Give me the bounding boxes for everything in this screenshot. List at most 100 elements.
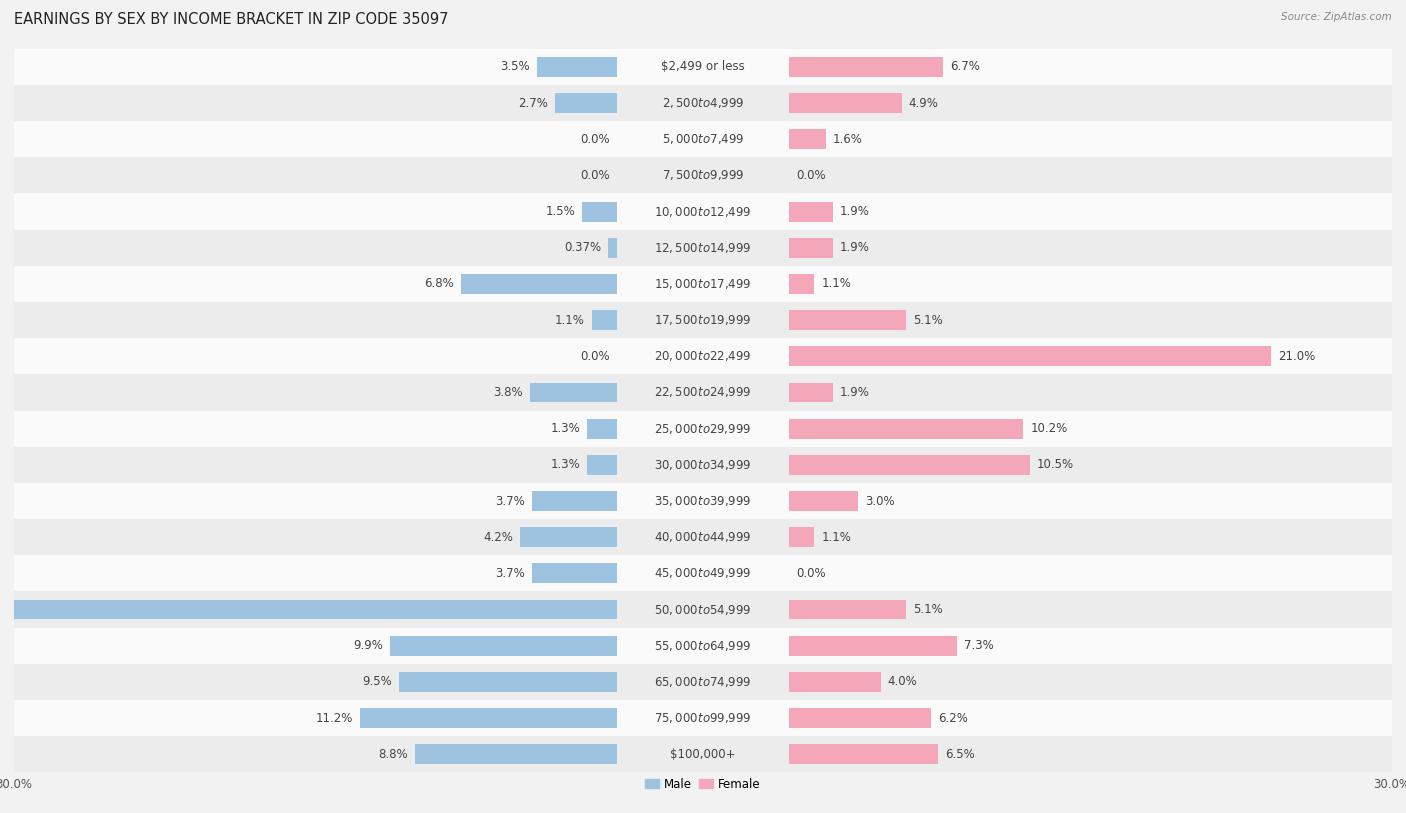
Bar	[789, 238, 832, 258]
Text: 1.9%: 1.9%	[839, 386, 869, 399]
Text: 1.1%: 1.1%	[821, 277, 851, 290]
Text: 3.8%: 3.8%	[494, 386, 523, 399]
Text: 4.0%: 4.0%	[887, 676, 918, 689]
Bar	[789, 274, 814, 293]
Bar	[789, 383, 832, 402]
Text: 1.3%: 1.3%	[550, 459, 581, 472]
Bar	[14, 302, 1392, 338]
Bar	[14, 49, 1392, 85]
Bar	[14, 121, 1392, 157]
Text: $25,000 to $29,999: $25,000 to $29,999	[654, 422, 752, 436]
Text: 8.8%: 8.8%	[378, 748, 408, 761]
Bar	[537, 57, 617, 76]
Bar	[789, 202, 832, 221]
Text: 1.1%: 1.1%	[555, 314, 585, 327]
Text: 5.1%: 5.1%	[912, 603, 943, 616]
Text: 9.9%: 9.9%	[353, 639, 382, 652]
Bar	[789, 311, 907, 330]
Text: 10.2%: 10.2%	[1031, 422, 1067, 435]
Text: 1.9%: 1.9%	[839, 241, 869, 254]
Bar	[14, 374, 1392, 411]
Text: 1.9%: 1.9%	[839, 205, 869, 218]
Bar	[14, 736, 1392, 772]
Text: 5.1%: 5.1%	[912, 314, 943, 327]
Bar	[588, 455, 617, 475]
Text: 0.37%: 0.37%	[564, 241, 602, 254]
Bar	[789, 672, 882, 692]
Bar	[14, 338, 1392, 374]
Bar	[14, 411, 1392, 446]
Text: $20,000 to $22,499: $20,000 to $22,499	[654, 350, 752, 363]
Bar	[399, 672, 617, 692]
Text: $5,000 to $7,499: $5,000 to $7,499	[662, 133, 744, 146]
Bar	[14, 591, 1392, 628]
Text: $17,500 to $19,999: $17,500 to $19,999	[654, 313, 752, 327]
Text: 6.5%: 6.5%	[945, 748, 974, 761]
Text: 0.0%: 0.0%	[796, 169, 825, 182]
Bar	[14, 85, 1392, 121]
Text: $75,000 to $99,999: $75,000 to $99,999	[654, 711, 752, 725]
Bar	[531, 563, 617, 583]
Bar	[789, 57, 943, 76]
Text: $2,499 or less: $2,499 or less	[661, 60, 745, 73]
Bar	[14, 483, 1392, 519]
Bar	[14, 193, 1392, 229]
Bar	[531, 491, 617, 511]
Bar	[530, 383, 617, 402]
Text: Source: ZipAtlas.com: Source: ZipAtlas.com	[1281, 12, 1392, 22]
Text: 0.0%: 0.0%	[581, 350, 610, 363]
Bar	[789, 528, 814, 547]
Text: 6.2%: 6.2%	[938, 711, 969, 724]
Text: 0.0%: 0.0%	[581, 169, 610, 182]
Bar	[789, 600, 907, 620]
Bar	[415, 745, 617, 764]
Bar	[588, 419, 617, 438]
Text: EARNINGS BY SEX BY INCOME BRACKET IN ZIP CODE 35097: EARNINGS BY SEX BY INCOME BRACKET IN ZIP…	[14, 12, 449, 27]
Bar	[14, 157, 1392, 193]
Text: 11.2%: 11.2%	[315, 711, 353, 724]
Text: $50,000 to $54,999: $50,000 to $54,999	[654, 602, 752, 616]
Bar	[582, 202, 617, 221]
Text: 6.8%: 6.8%	[425, 277, 454, 290]
Text: $7,500 to $9,999: $7,500 to $9,999	[662, 168, 744, 182]
Bar	[14, 663, 1392, 700]
Text: 10.5%: 10.5%	[1038, 459, 1074, 472]
Bar	[14, 446, 1392, 483]
Bar	[592, 311, 617, 330]
Bar	[389, 636, 617, 655]
Bar	[520, 528, 617, 547]
Bar	[789, 745, 938, 764]
Bar	[609, 238, 617, 258]
Text: 3.0%: 3.0%	[865, 494, 894, 507]
Bar	[789, 455, 1031, 475]
Bar	[555, 93, 617, 113]
Text: 2.7%: 2.7%	[519, 97, 548, 110]
Text: $10,000 to $12,499: $10,000 to $12,499	[654, 205, 752, 219]
Text: 4.9%: 4.9%	[908, 97, 938, 110]
Text: 3.7%: 3.7%	[495, 494, 524, 507]
Bar	[14, 519, 1392, 555]
Text: $55,000 to $64,999: $55,000 to $64,999	[654, 639, 752, 653]
Bar	[789, 93, 901, 113]
Text: 3.7%: 3.7%	[495, 567, 524, 580]
Bar	[789, 419, 1024, 438]
Text: $2,500 to $4,999: $2,500 to $4,999	[662, 96, 744, 110]
Text: 1.6%: 1.6%	[832, 133, 863, 146]
Text: $22,500 to $24,999: $22,500 to $24,999	[654, 385, 752, 399]
Text: 6.7%: 6.7%	[950, 60, 980, 73]
Text: $30,000 to $34,999: $30,000 to $34,999	[654, 458, 752, 472]
Bar	[789, 636, 956, 655]
Text: 1.3%: 1.3%	[550, 422, 581, 435]
Bar	[14, 628, 1392, 663]
Text: $100,000+: $100,000+	[671, 748, 735, 761]
Text: 0.0%: 0.0%	[796, 567, 825, 580]
Text: $65,000 to $74,999: $65,000 to $74,999	[654, 675, 752, 689]
Bar	[789, 491, 858, 511]
Bar	[789, 708, 932, 728]
Text: 0.0%: 0.0%	[581, 133, 610, 146]
Text: 7.3%: 7.3%	[963, 639, 994, 652]
Text: 1.5%: 1.5%	[546, 205, 575, 218]
Bar	[789, 129, 825, 149]
Bar	[789, 346, 1271, 366]
Text: $45,000 to $49,999: $45,000 to $49,999	[654, 567, 752, 580]
